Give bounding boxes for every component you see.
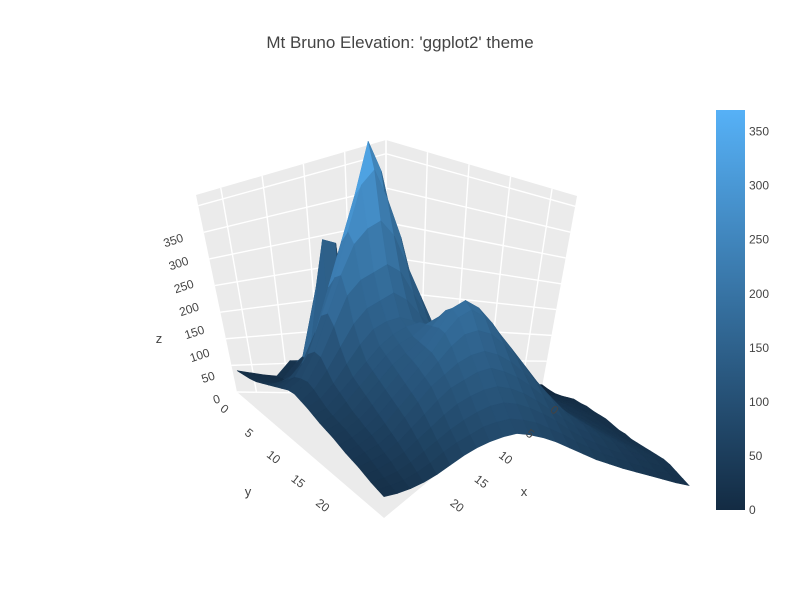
z-tick-label: 50 — [200, 368, 217, 386]
colorbar-tick-label: 0 — [749, 503, 756, 517]
z-tick-label: 250 — [172, 277, 196, 297]
colorbar-tick-label: 350 — [749, 125, 769, 139]
surface-cell — [668, 473, 690, 487]
z-tick-label: 150 — [183, 323, 207, 343]
x-tick-label: 15 — [472, 472, 491, 491]
colorbar-tick-label: 250 — [749, 233, 769, 247]
colorbar-tick-label: 200 — [749, 287, 769, 301]
surface-mesh[interactable] — [236, 141, 690, 497]
x-tick-label: 10 — [496, 448, 515, 467]
colorbar-tick-label: 50 — [749, 449, 763, 463]
x-axis-title: x — [521, 484, 528, 499]
z-tick-label: 200 — [177, 300, 201, 320]
x-gridline — [520, 188, 553, 389]
y-tick-label: 15 — [289, 472, 308, 491]
colorbar-tick-label: 100 — [749, 395, 769, 409]
y-tick-label: 10 — [264, 447, 283, 466]
z-tick-label: 0 — [211, 391, 222, 406]
z-axis-title: z — [156, 331, 163, 346]
y-tick-label: 20 — [313, 496, 332, 515]
colorbar-tick-label: 150 — [749, 341, 769, 355]
z-tick-label: 300 — [167, 254, 191, 274]
y-gridline — [220, 187, 258, 393]
chart-title: Mt Bruno Elevation: 'ggplot2' theme — [266, 33, 534, 52]
y-axis-title: y — [245, 484, 252, 499]
colorbar-tick-label: 300 — [749, 179, 769, 193]
colorbar: 0 50 100 150 200 250 300 350 — [716, 110, 769, 517]
y-gridline — [261, 175, 290, 393]
y-tick-label: 5 — [242, 425, 256, 440]
colorbar-gradient — [716, 110, 745, 510]
z-tick-label: 100 — [188, 345, 212, 365]
x-tick-label: 20 — [447, 496, 466, 515]
z-tick-label: 350 — [162, 231, 186, 251]
